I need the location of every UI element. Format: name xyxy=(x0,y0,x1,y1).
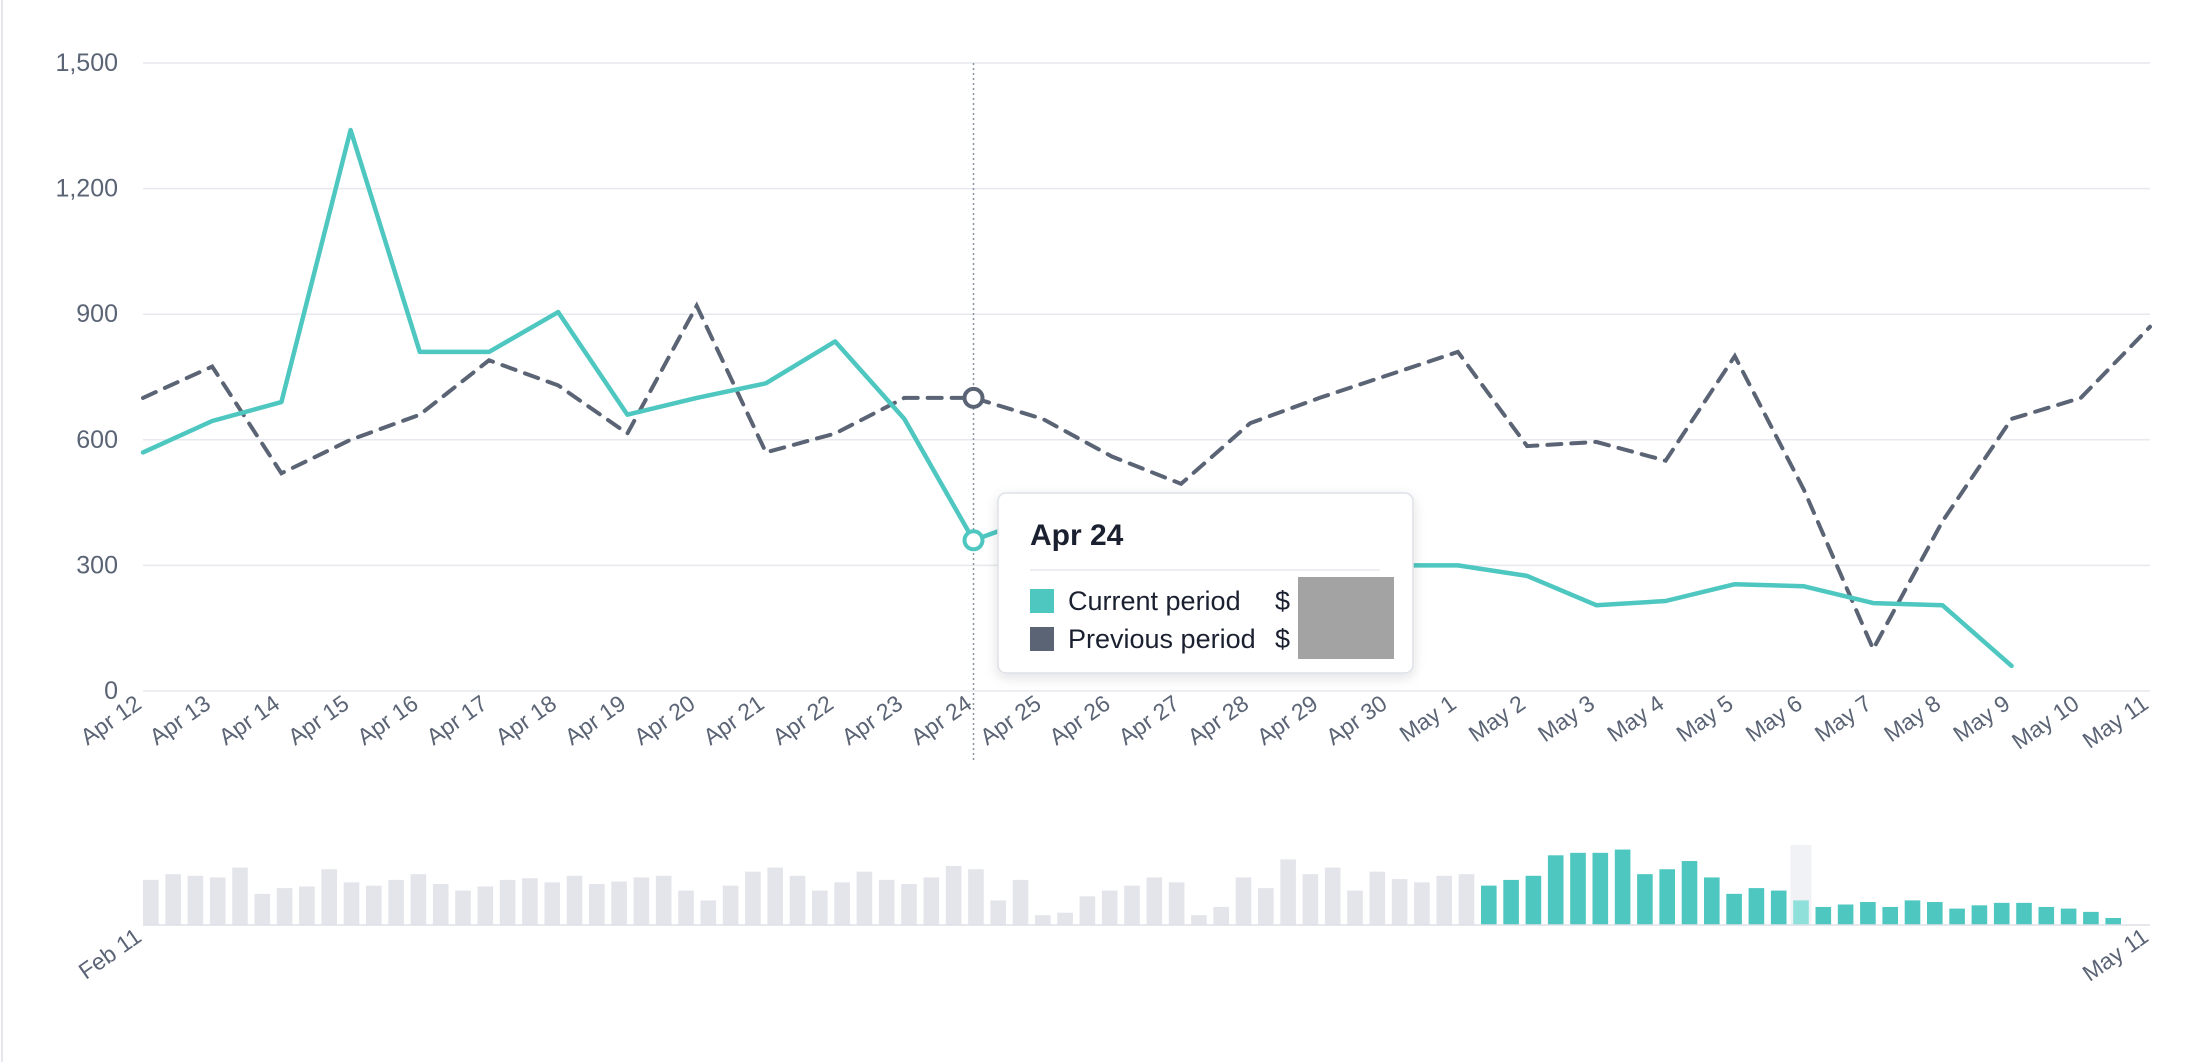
svg-text:Apr 16: Apr 16 xyxy=(352,690,422,750)
svg-text:May 10: May 10 xyxy=(2007,690,2084,755)
svg-text:Apr 15: Apr 15 xyxy=(283,690,353,750)
svg-text:Apr 29: Apr 29 xyxy=(1252,690,1322,750)
svg-text:May 2: May 2 xyxy=(1464,690,1530,747)
svg-text:May 4: May 4 xyxy=(1602,690,1668,747)
svg-text:Apr 19: Apr 19 xyxy=(560,690,630,750)
svg-text:Apr 21: Apr 21 xyxy=(698,690,768,750)
svg-text:May 6: May 6 xyxy=(1741,690,1807,747)
svg-text:Previous period: Previous period xyxy=(1068,624,1256,654)
svg-text:May 11: May 11 xyxy=(2078,690,2153,754)
svg-text:1,500: 1,500 xyxy=(55,49,118,77)
svg-text:Apr 26: Apr 26 xyxy=(1044,690,1114,750)
svg-text:May 3: May 3 xyxy=(1533,690,1599,747)
svg-text:Apr 23: Apr 23 xyxy=(837,690,907,750)
svg-text:May 1: May 1 xyxy=(1395,690,1461,747)
svg-text:May 11: May 11 xyxy=(2078,923,2153,987)
svg-text:Current period: Current period xyxy=(1068,586,1241,616)
svg-text:Apr 22: Apr 22 xyxy=(768,690,838,750)
svg-text:Apr 18: Apr 18 xyxy=(491,690,561,750)
svg-text:$: $ xyxy=(1275,586,1290,616)
svg-text:May 5: May 5 xyxy=(1671,690,1737,747)
svg-text:Apr 20: Apr 20 xyxy=(629,690,699,750)
svg-text:300: 300 xyxy=(76,551,118,579)
svg-text:Apr 30: Apr 30 xyxy=(1321,690,1391,750)
svg-text:$: $ xyxy=(1275,624,1290,654)
svg-text:Apr 24: Apr 24 xyxy=(1030,519,1124,552)
svg-text:Apr 13: Apr 13 xyxy=(145,690,215,750)
svg-text:Apr 14: Apr 14 xyxy=(214,690,285,750)
svg-text:Feb 11: Feb 11 xyxy=(74,923,146,984)
svg-text:May 9: May 9 xyxy=(1948,690,2014,747)
svg-text:May 8: May 8 xyxy=(1879,690,1945,747)
svg-text:Apr 28: Apr 28 xyxy=(1183,690,1253,750)
svg-text:Apr 27: Apr 27 xyxy=(1114,690,1184,750)
svg-text:Apr 25: Apr 25 xyxy=(975,690,1045,750)
svg-text:600: 600 xyxy=(76,426,118,454)
svg-text:May 7: May 7 xyxy=(1810,690,1876,747)
svg-text:900: 900 xyxy=(76,300,118,328)
svg-text:1,200: 1,200 xyxy=(55,175,118,203)
svg-text:Apr 17: Apr 17 xyxy=(421,690,491,750)
svg-text:Apr 24: Apr 24 xyxy=(906,690,977,750)
